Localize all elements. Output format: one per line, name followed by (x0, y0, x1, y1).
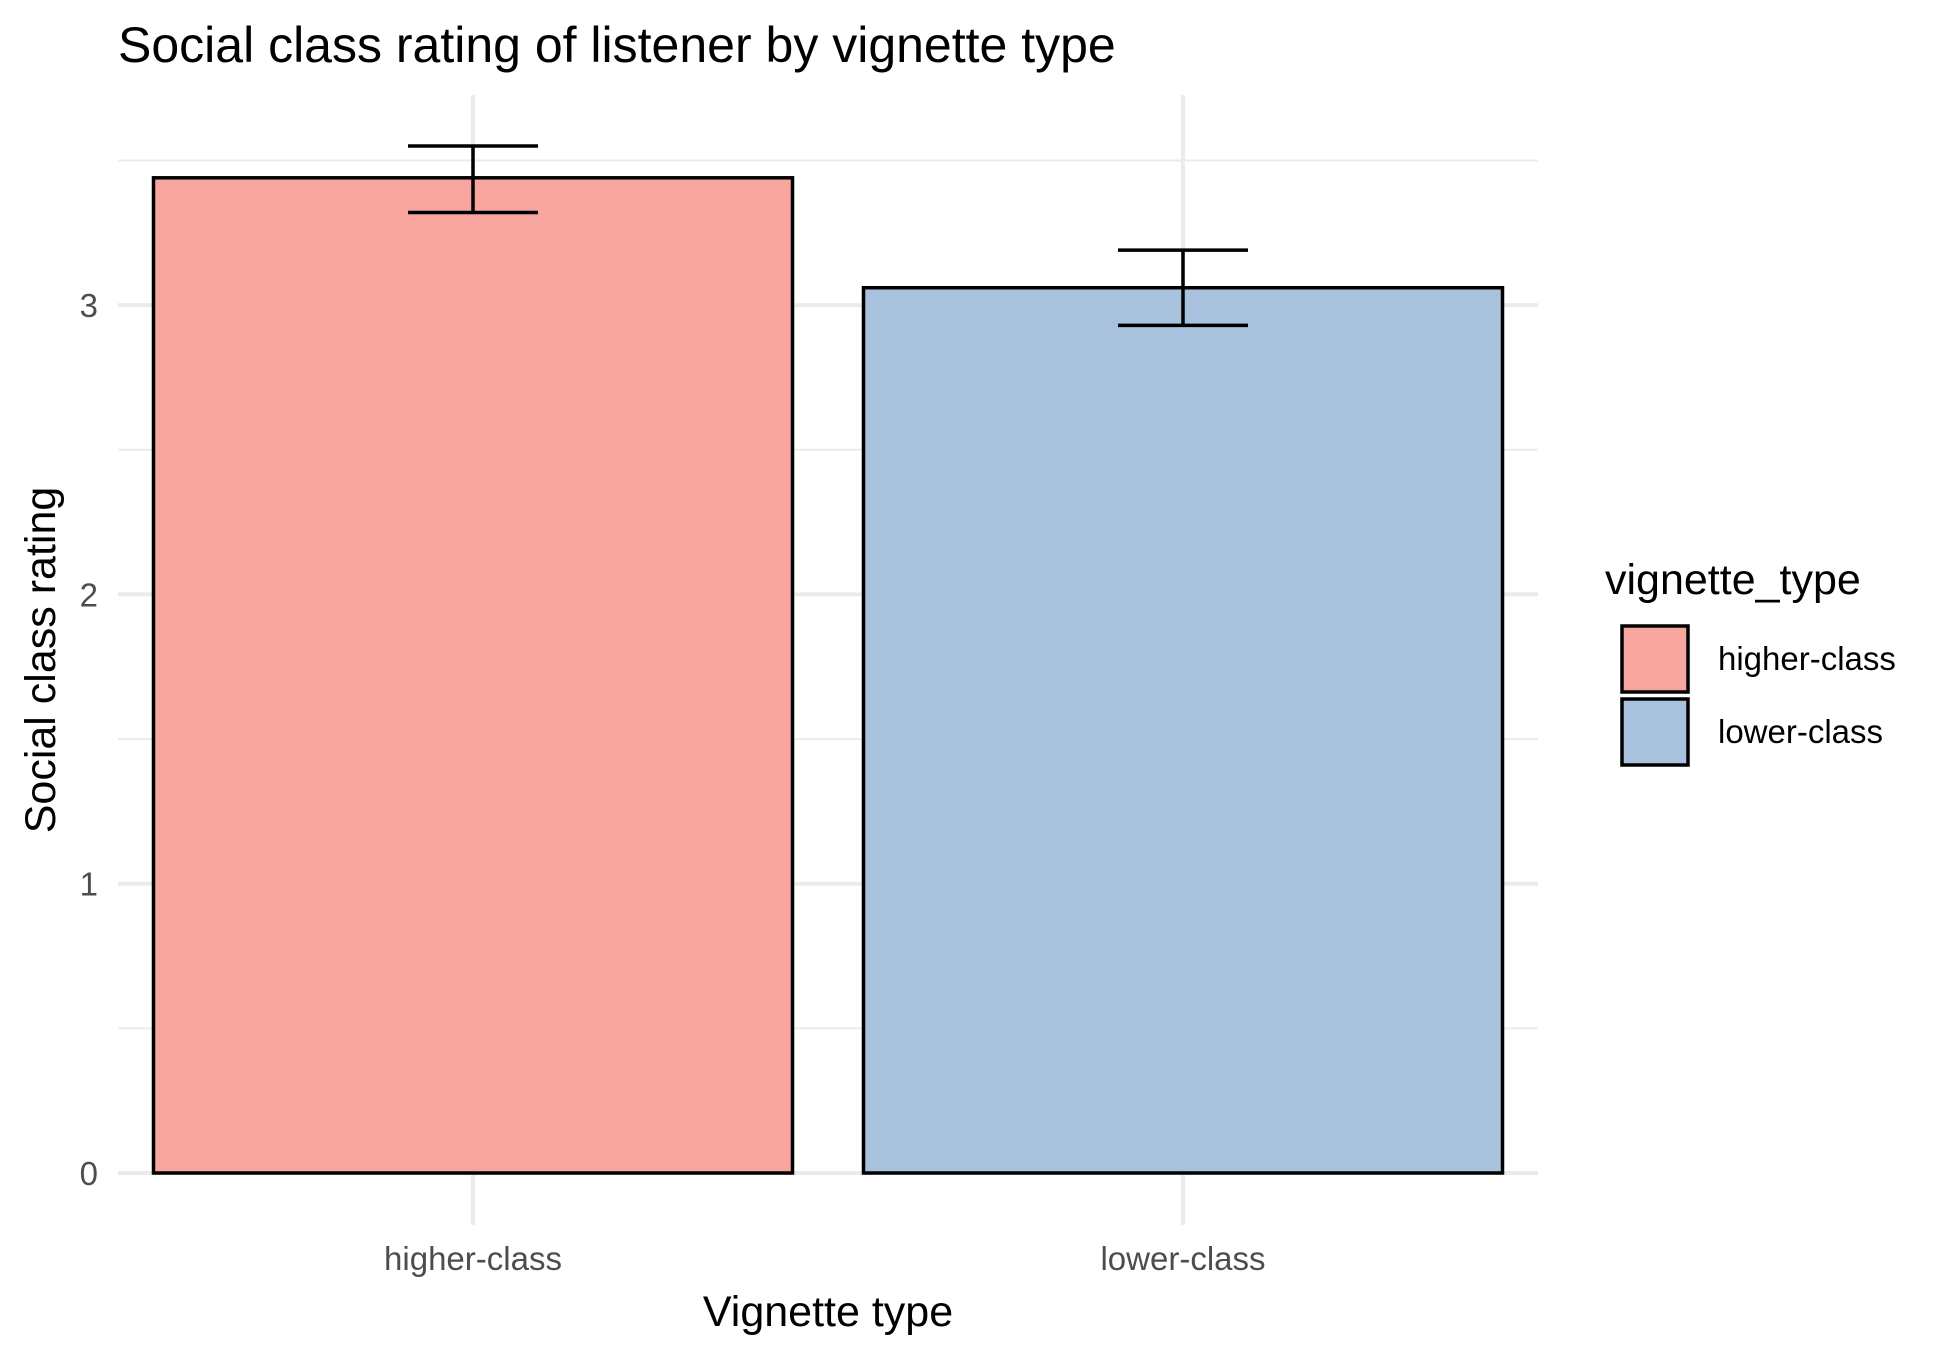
legend-key-swatch (1620, 697, 1690, 767)
legend-key-swatch (1620, 624, 1690, 694)
legend: vignette_type higher-class lower-class (1605, 556, 1896, 767)
x-tick-labels: higher-class lower-class (384, 1240, 1265, 1277)
bars (151, 176, 1505, 1175)
error-bars (408, 144, 1248, 328)
bar-higher-class (151, 176, 795, 1175)
x-tick-label: lower-class (1100, 1240, 1265, 1277)
legend-entries: higher-class lower-class (1620, 624, 1896, 767)
legend-item-higher-class: higher-class (1620, 624, 1896, 694)
legend-label: higher-class (1718, 640, 1896, 677)
error-bar-higher-class (408, 144, 538, 215)
legend-item-lower-class: lower-class (1620, 697, 1883, 767)
y-tick-label: 1 (80, 866, 98, 903)
legend-title: vignette_type (1605, 556, 1861, 604)
y-tick-label: 3 (80, 287, 98, 324)
error-bar-lower-class (1118, 248, 1248, 328)
y-tick-label: 0 (80, 1155, 98, 1192)
x-tick-label: higher-class (384, 1240, 562, 1277)
y-tick-labels: 0 1 2 3 (80, 287, 98, 1192)
y-tick-label: 2 (80, 576, 98, 613)
legend-label: lower-class (1718, 713, 1883, 750)
y-axis-title: Social class rating (17, 487, 65, 834)
chart-title: Social class rating of listener by vigne… (118, 17, 1116, 73)
x-axis-title: Vignette type (703, 1288, 953, 1336)
bar-lower-class (861, 285, 1505, 1175)
